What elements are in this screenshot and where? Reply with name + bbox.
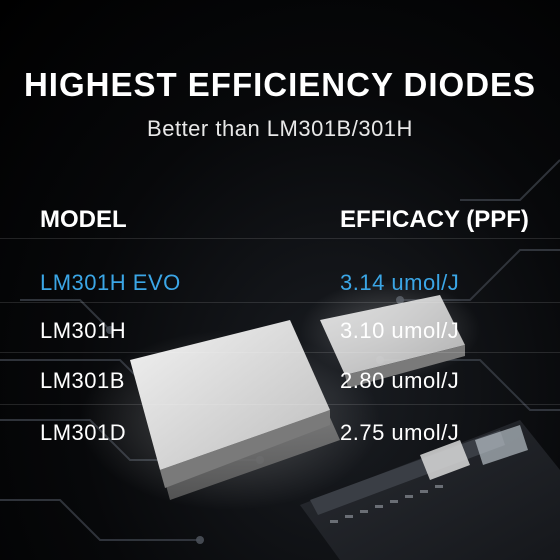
efficacy-cell: 2.80 umol/J	[340, 368, 460, 393]
table-row: LM301H 3.10 umol/J	[0, 306, 560, 356]
model-cell: LM301H EVO	[40, 270, 181, 295]
headline: HIGHEST EFFICIENCY DIODES	[23, 66, 537, 103]
column-header-model: MODEL	[40, 206, 127, 233]
efficacy-cell: 2.75 umol/J	[340, 420, 460, 445]
row-divider	[0, 404, 560, 405]
table-row: LM301B 2.80 umol/J	[0, 356, 560, 406]
model-cell: LM301B	[40, 368, 125, 393]
model-cell: LM301D	[40, 420, 127, 445]
model-cell: LM301H	[40, 318, 127, 343]
subheadline: Better than LM301B/301H	[147, 116, 413, 141]
column-header-efficacy: EFFICACY (PPF)	[340, 206, 529, 233]
row-divider	[0, 302, 560, 303]
header-divider	[0, 238, 560, 239]
row-divider	[0, 352, 560, 353]
efficacy-cell: 3.10 umol/J	[340, 318, 460, 343]
efficacy-cell: 3.14 umol/J	[340, 270, 460, 295]
table-row: LM301D 2.75 umol/J	[0, 408, 560, 458]
table-row: LM301H EVO 3.14 umol/J	[0, 258, 560, 308]
